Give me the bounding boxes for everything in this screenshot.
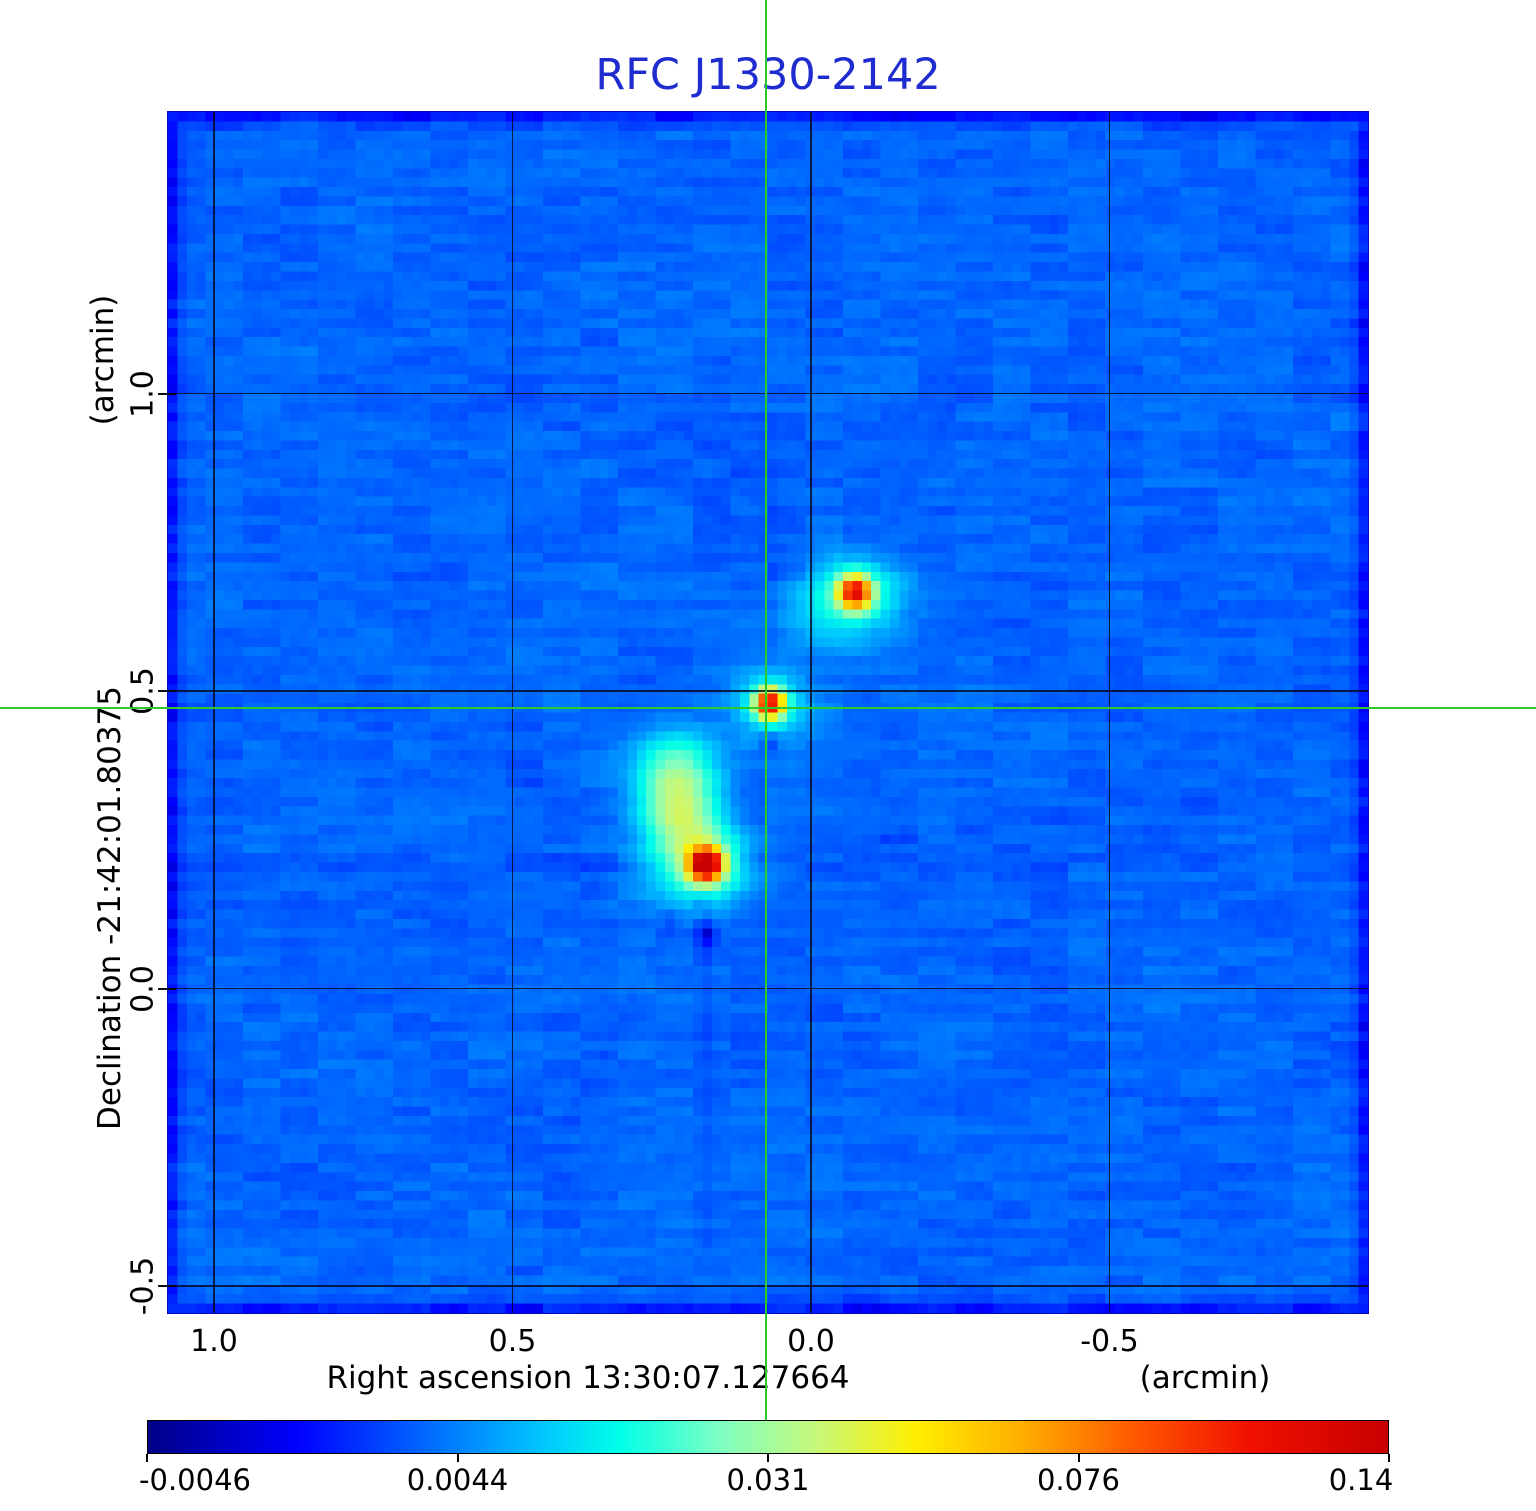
colorbar-tick-mark bbox=[146, 1454, 148, 1462]
y-tick-label: 1.0 bbox=[125, 369, 161, 418]
x-tick-label: 1.0 bbox=[190, 1324, 238, 1359]
x-tick-label: 0.0 bbox=[787, 1324, 835, 1359]
x-tick-label: -0.5 bbox=[1080, 1324, 1139, 1359]
colorbar-tick-label: 0.14 bbox=[1328, 1463, 1394, 1497]
colorbar-tick-label: 0.031 bbox=[726, 1463, 810, 1497]
colorbar-tick-label: 0.0044 bbox=[406, 1463, 509, 1497]
colorbar-tick-mark bbox=[456, 1454, 459, 1462]
y-axis-label: Declination -21:42:01.80375 bbox=[92, 686, 128, 1130]
colorbar-tick-label: -0.0046 bbox=[139, 1463, 251, 1497]
crosshair-vertical-line bbox=[765, 0, 768, 1421]
sky-map-heatmap bbox=[167, 111, 1369, 1314]
x-tick-label: 0.5 bbox=[488, 1324, 537, 1359]
y-axis-unit-label: (arcmin) bbox=[85, 294, 121, 426]
colorbar-tick-label: 0.076 bbox=[1036, 1463, 1121, 1497]
colorbar-tick-mark bbox=[1077, 1454, 1080, 1462]
colorbar-tick-mark bbox=[1388, 1454, 1390, 1462]
y-tick-label: 0.0 bbox=[125, 964, 161, 1013]
colorbar bbox=[147, 1420, 1389, 1454]
x-axis-label: Right ascension 13:30:07.127664 bbox=[326, 1360, 850, 1396]
colorbar-tick-mark bbox=[767, 1454, 769, 1462]
x-axis-unit-label: (arcmin) bbox=[1139, 1360, 1271, 1396]
page-title: RFC J1330-2142 bbox=[595, 50, 941, 100]
crosshair-horizontal-line bbox=[0, 707, 1536, 710]
plot-area bbox=[167, 111, 1369, 1314]
y-tick-label: -0.5 bbox=[125, 1256, 161, 1316]
